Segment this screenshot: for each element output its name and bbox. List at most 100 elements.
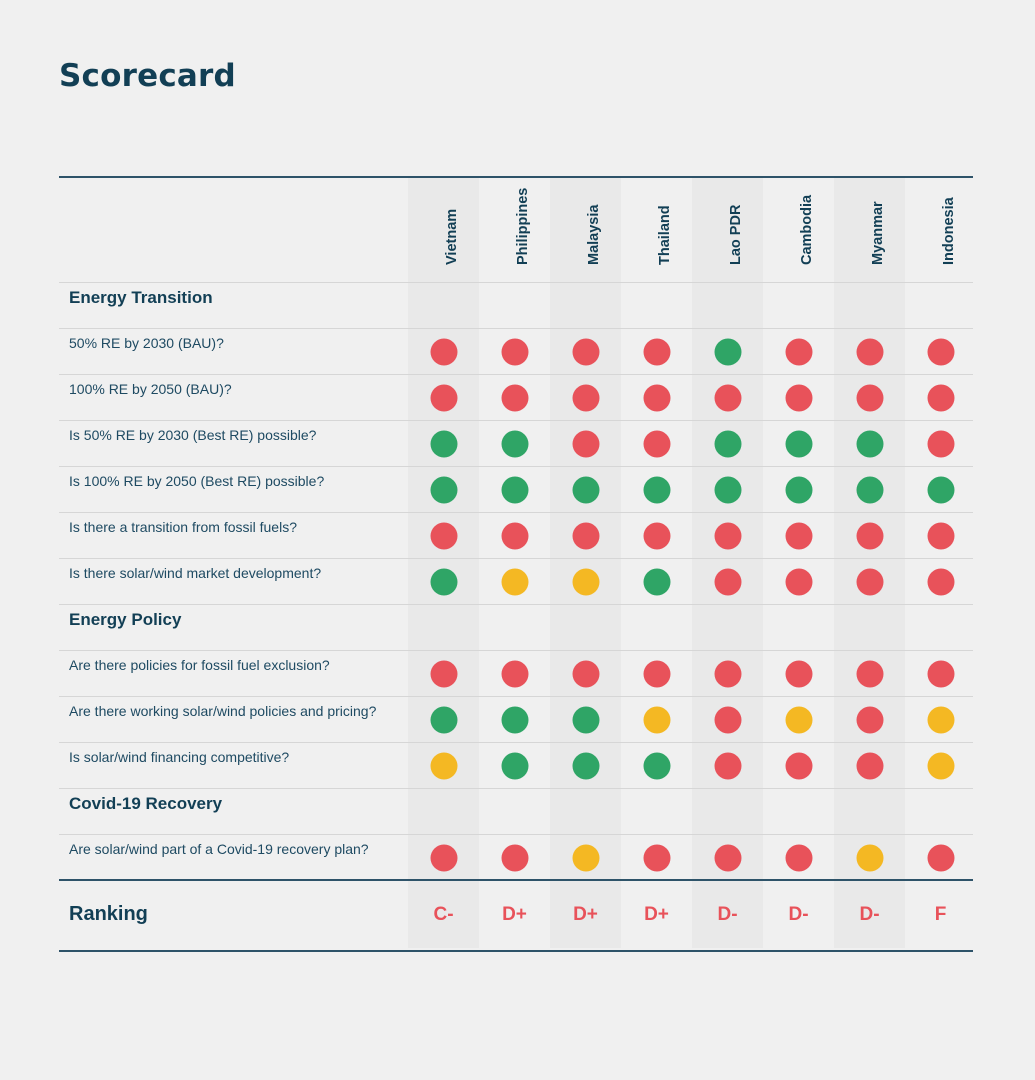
rating-dot-red	[430, 844, 457, 872]
ranking-grade: D-	[788, 904, 809, 925]
rating-dot-red	[714, 844, 741, 872]
country-name: Myanmar	[869, 201, 886, 265]
row-divider	[59, 328, 973, 329]
row-divider	[59, 604, 973, 605]
ranking-grade: F	[934, 904, 947, 925]
rating-dot-green	[856, 476, 883, 504]
rating-dot-red	[714, 522, 741, 550]
rating-dot-red	[430, 338, 457, 366]
rating-dot-red	[643, 844, 670, 872]
rating-dot-red	[501, 338, 528, 366]
rating-dot-green	[856, 430, 883, 458]
rating-dot-red	[785, 338, 812, 366]
rating-dot-red	[643, 430, 670, 458]
ranking-grade: C-	[433, 904, 454, 925]
question-label: 100% RE by 2050 (BAU)?	[69, 381, 232, 397]
rating-dot-green	[430, 476, 457, 504]
rating-dot-red	[785, 752, 812, 780]
rating-dot-green	[785, 430, 812, 458]
rating-dot-green	[785, 476, 812, 504]
ranking-grade: D-	[717, 904, 738, 925]
rating-dot-red	[785, 522, 812, 550]
rating-dot-green	[643, 568, 670, 596]
question-label: Are there working solar/wind policies an…	[69, 703, 377, 719]
rating-dot-green	[501, 752, 528, 780]
column-header: Lao PDR	[692, 176, 763, 282]
rating-dot-yellow	[572, 568, 599, 596]
country-name: Cambodia	[798, 194, 815, 265]
rating-dot-green	[927, 476, 954, 504]
rating-dot-green	[430, 430, 457, 458]
ranking-label: Ranking	[69, 903, 148, 925]
column-header: Myanmar	[834, 176, 905, 282]
table-bottom-rule	[59, 950, 973, 952]
rating-dot-red	[927, 430, 954, 458]
rating-dot-green	[643, 752, 670, 780]
rating-dot-red	[785, 660, 812, 688]
rating-dot-yellow	[927, 752, 954, 780]
rating-dot-red	[927, 568, 954, 596]
rating-dot-green	[572, 476, 599, 504]
rating-dot-green	[430, 706, 457, 734]
rating-dot-red	[572, 338, 599, 366]
rating-dot-red	[927, 338, 954, 366]
row-divider	[59, 282, 973, 283]
rating-dot-red	[856, 384, 883, 412]
table-top-rule	[59, 176, 973, 178]
ranking-top-rule	[59, 879, 973, 881]
rating-dot-red	[785, 568, 812, 596]
question-label: Are there policies for fossil fuel exclu…	[69, 657, 330, 673]
rating-dot-red	[856, 568, 883, 596]
rating-dot-yellow	[643, 706, 670, 734]
column-shade	[692, 176, 763, 948]
rating-dot-red	[501, 844, 528, 872]
rating-dot-green	[572, 752, 599, 780]
row-divider	[59, 374, 973, 375]
rating-dot-red	[856, 522, 883, 550]
question-label: Is 50% RE by 2030 (Best RE) possible?	[69, 427, 317, 443]
rating-dot-yellow	[785, 706, 812, 734]
rating-dot-green	[501, 476, 528, 504]
rating-dot-green	[501, 430, 528, 458]
question-label: Is solar/wind financing competitive?	[69, 749, 290, 765]
column-header: Malaysia	[550, 176, 621, 282]
row-divider	[59, 512, 973, 513]
rating-dot-red	[785, 844, 812, 872]
rating-dot-red	[501, 384, 528, 412]
rating-dot-red	[714, 384, 741, 412]
ranking-grade: D+	[502, 904, 527, 925]
rating-dot-red	[643, 660, 670, 688]
rating-dot-red	[430, 522, 457, 550]
rating-dot-red	[572, 384, 599, 412]
rating-dot-red	[643, 338, 670, 366]
country-name: Malaysia	[585, 204, 602, 265]
rating-dot-red	[927, 384, 954, 412]
row-divider	[59, 558, 973, 559]
rating-dot-red	[430, 384, 457, 412]
question-label: Are solar/wind part of a Covid-19 recove…	[69, 841, 369, 857]
rating-dot-red	[927, 660, 954, 688]
rating-dot-red	[643, 384, 670, 412]
rating-dot-red	[856, 752, 883, 780]
row-divider	[59, 696, 973, 697]
rating-dot-green	[430, 568, 457, 596]
row-divider	[59, 788, 973, 789]
row-divider	[59, 420, 973, 421]
rating-dot-red	[785, 384, 812, 412]
section-title: Energy Transition	[69, 288, 213, 307]
country-name: Lao PDR	[727, 204, 744, 265]
column-header: Vietnam	[408, 176, 479, 282]
section-title: Covid-19 Recovery	[69, 794, 223, 813]
rating-dot-red	[714, 706, 741, 734]
rating-dot-red	[572, 430, 599, 458]
column-header: Indonesia	[905, 176, 976, 282]
rating-dot-red	[714, 568, 741, 596]
rating-dot-green	[643, 476, 670, 504]
country-name: Philippines	[514, 187, 531, 265]
country-name: Thailand	[656, 205, 673, 265]
rating-dot-green	[714, 430, 741, 458]
column-header: Cambodia	[763, 176, 834, 282]
column-shade	[834, 176, 905, 948]
rating-dot-red	[501, 522, 528, 550]
question-label: Is 100% RE by 2050 (Best RE) possible?	[69, 473, 325, 489]
